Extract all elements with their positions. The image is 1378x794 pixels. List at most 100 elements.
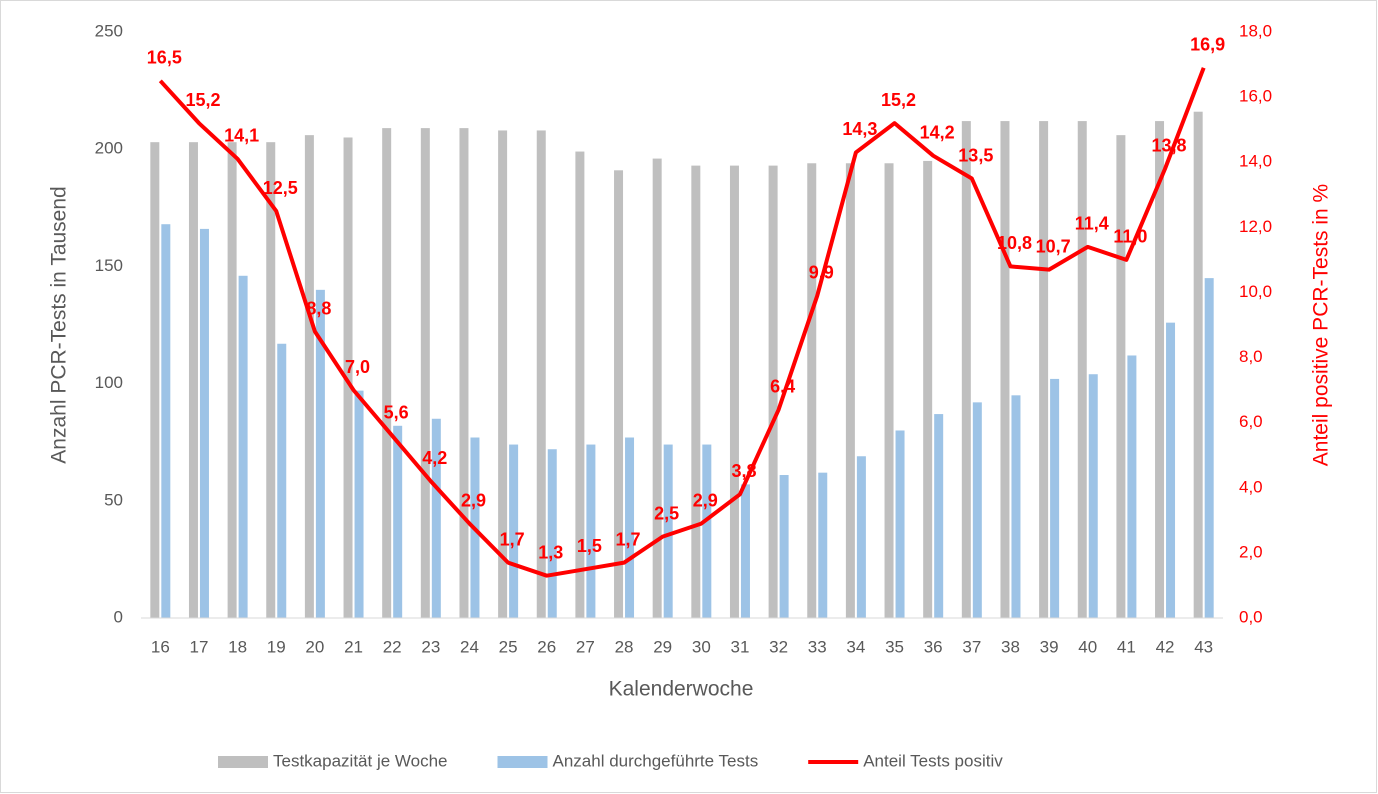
- data-label: 11,0: [1113, 227, 1147, 247]
- x-tick-label: 21: [344, 637, 363, 656]
- bar: [238, 275, 248, 618]
- legend-label: Anteil Tests positiv: [863, 751, 1003, 770]
- x-tick-label: 22: [383, 637, 402, 656]
- bar: [1000, 121, 1010, 619]
- y-tick-label: 250: [95, 21, 123, 40]
- data-label: 6,4: [770, 376, 795, 396]
- data-label: 14,2: [920, 122, 955, 142]
- x-tick-label: 34: [846, 637, 865, 656]
- data-label: 15,2: [881, 90, 916, 110]
- bar: [729, 165, 739, 618]
- bar: [343, 137, 353, 619]
- x-tick-label: 29: [653, 637, 672, 656]
- y2-tick-label: 4,0: [1239, 477, 1263, 496]
- bar: [161, 224, 171, 618]
- y2-axis-title: Anteil positive PCR-Tests in %: [1310, 184, 1333, 466]
- data-label: 9,9: [809, 262, 834, 282]
- y2-tick-label: 6,0: [1239, 412, 1263, 431]
- bar: [420, 128, 430, 618]
- data-label: 13,5: [958, 145, 993, 165]
- bar: [1039, 121, 1049, 619]
- x-tick-label: 28: [615, 637, 634, 656]
- bar: [625, 437, 635, 618]
- data-label: 11,4: [1075, 214, 1109, 234]
- x-tick-label: 35: [885, 637, 904, 656]
- bar: [818, 472, 828, 618]
- bar: [923, 160, 933, 619]
- x-tick-label: 41: [1117, 637, 1136, 656]
- y-tick-label: 50: [104, 490, 123, 509]
- bar: [575, 151, 585, 618]
- data-label: 1,7: [616, 529, 641, 549]
- legend-label: Testkapazität je Woche: [273, 751, 448, 770]
- bar: [227, 142, 237, 618]
- data-label: 2,9: [461, 490, 486, 510]
- x-tick-label: 19: [267, 637, 286, 656]
- bar: [459, 128, 469, 618]
- bar: [1204, 278, 1214, 618]
- data-label: 4,2: [422, 448, 447, 468]
- x-tick-label: 32: [769, 637, 788, 656]
- x-tick-label: 43: [1194, 637, 1213, 656]
- bar: [536, 130, 546, 618]
- data-label: 8,8: [306, 298, 331, 318]
- bar: [807, 163, 817, 618]
- bar: [961, 121, 971, 619]
- y2-tick-label: 2,0: [1239, 542, 1263, 561]
- bar: [1155, 121, 1165, 619]
- data-label: 1,5: [577, 536, 602, 556]
- bar: [199, 228, 209, 618]
- bar: [1050, 378, 1060, 618]
- data-label: 16,5: [147, 48, 182, 68]
- y2-tick-label: 0,0: [1239, 607, 1263, 626]
- bar: [150, 142, 160, 618]
- x-tick-label: 16: [151, 637, 170, 656]
- x-tick-label: 18: [228, 637, 247, 656]
- x-tick-label: 39: [1040, 637, 1059, 656]
- legend-swatch: [218, 756, 268, 768]
- x-tick-label: 27: [576, 637, 595, 656]
- x-tick-label: 17: [190, 637, 209, 656]
- legend-swatch: [497, 756, 548, 768]
- y2-tick-label: 18,0: [1239, 21, 1272, 40]
- y2-tick-label: 16,0: [1239, 87, 1272, 106]
- bar: [768, 165, 778, 618]
- data-label: 1,3: [538, 542, 563, 562]
- data-label: 2,5: [654, 503, 679, 523]
- bar: [1088, 374, 1098, 618]
- data-label: 10,7: [1036, 236, 1071, 256]
- y-tick-label: 200: [95, 139, 123, 158]
- data-label: 13,8: [1152, 135, 1187, 155]
- bar: [1077, 121, 1087, 619]
- data-label: 7,0: [345, 357, 370, 377]
- line: [158, 67, 1206, 578]
- bar: [1127, 355, 1137, 618]
- data-label: 5,6: [384, 402, 409, 422]
- data-label: 1,7: [500, 529, 525, 549]
- bar: [884, 163, 894, 618]
- data-label: 14,1: [224, 126, 259, 146]
- y-tick-label: 150: [95, 256, 123, 275]
- bar: [266, 142, 276, 618]
- x-tick-label: 20: [305, 637, 324, 656]
- bar: [972, 402, 982, 618]
- data-label: 2,9: [693, 490, 718, 510]
- x-tick-label: 30: [692, 637, 711, 656]
- bar: [1166, 322, 1176, 618]
- bar: [354, 390, 364, 618]
- bar: [586, 444, 596, 618]
- bar: [1116, 135, 1126, 619]
- bar: [934, 414, 944, 618]
- bar: [614, 170, 624, 618]
- y2-tick-label: 12,0: [1239, 217, 1272, 236]
- bar: [277, 343, 287, 618]
- bar: [382, 128, 392, 618]
- data-label: 10,8: [997, 233, 1032, 253]
- y-axis-title: Anzahl PCR-Tests in Tausend: [48, 186, 71, 463]
- bar: [779, 475, 789, 618]
- y2-tick-label: 10,0: [1239, 282, 1272, 301]
- x-tick-label: 42: [1156, 637, 1175, 656]
- bar: [547, 449, 557, 618]
- bar: [509, 444, 519, 618]
